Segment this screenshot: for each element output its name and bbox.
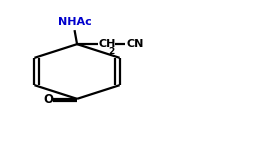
Text: 2: 2 bbox=[108, 47, 114, 56]
Text: O: O bbox=[43, 94, 53, 107]
Text: NHAc: NHAc bbox=[57, 17, 91, 27]
Text: CN: CN bbox=[126, 39, 143, 49]
Text: CH: CH bbox=[99, 39, 116, 49]
